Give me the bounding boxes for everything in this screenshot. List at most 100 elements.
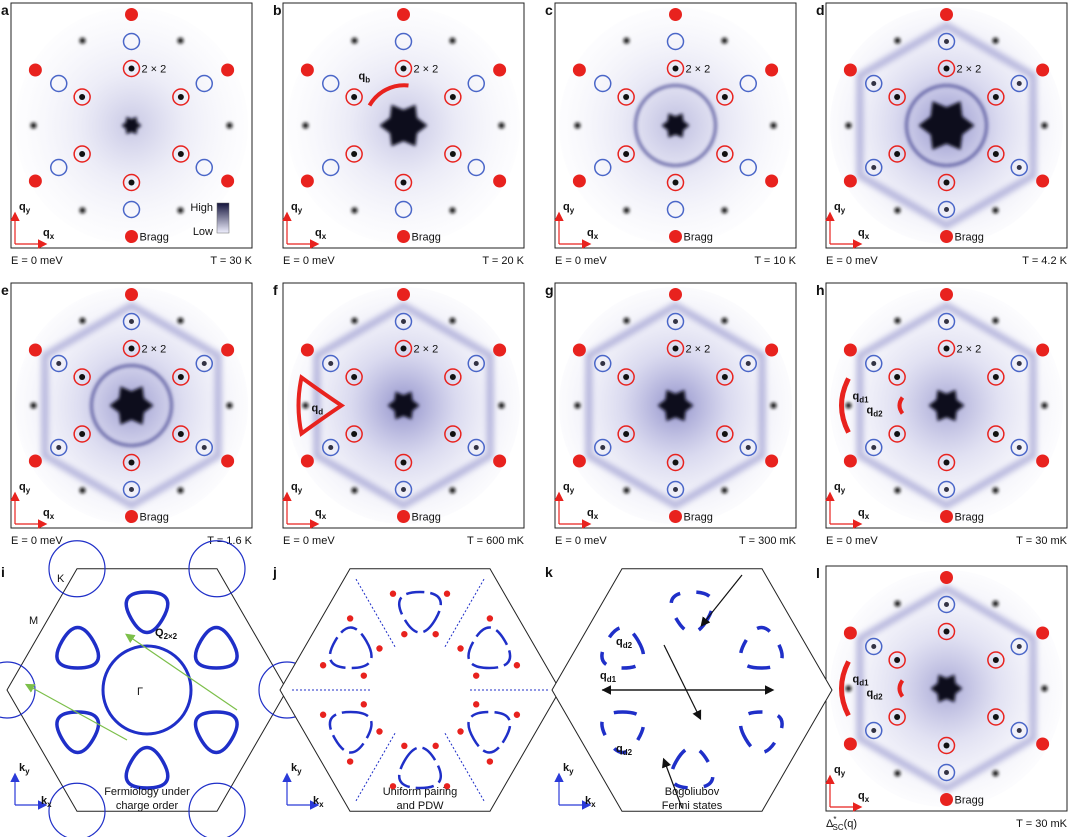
bragg-peak: [940, 8, 953, 21]
side-peak: [894, 207, 901, 214]
red-ring: [937, 339, 956, 358]
red-ring: [617, 425, 635, 443]
pdw-node: [376, 728, 383, 735]
blue-dot: [1016, 644, 1022, 649]
bragg-peak: [397, 230, 410, 243]
red-ring: [394, 173, 413, 192]
q-label: qd2: [616, 636, 633, 650]
fermi-pocket: [467, 710, 512, 754]
cdw-peak: [79, 151, 86, 157]
energy-label: E = 0 meV: [555, 255, 607, 267]
blue-dot: [745, 445, 751, 450]
label-part: q: [867, 688, 874, 700]
red-ring: [617, 88, 635, 106]
pdw-node: [432, 630, 439, 638]
qb-arc: [367, 83, 409, 107]
red-ring: [73, 425, 91, 443]
side-peak: [623, 37, 630, 44]
blue-ring: [1010, 354, 1028, 373]
pdw-node: [472, 672, 480, 679]
blue-dot: [871, 361, 877, 366]
label-part: d1: [859, 679, 869, 688]
red-ring: [444, 145, 462, 163]
pdw-link: [444, 578, 485, 647]
qd2-bracket: [897, 396, 905, 415]
red-ring: [122, 453, 141, 472]
bragg-peak: [843, 737, 857, 751]
cdw-peak: [79, 431, 86, 437]
bogoliubov-arc: [600, 710, 646, 755]
blue-ring: [50, 354, 68, 373]
pdw-node: [457, 728, 464, 735]
bragg-peak: [221, 174, 235, 188]
label-part: q: [291, 481, 298, 493]
blue-ring: [322, 74, 340, 93]
axis-label: kx: [585, 795, 596, 809]
label-part: d2: [873, 410, 883, 419]
blue-ring: [195, 74, 213, 93]
side-peak: [177, 317, 184, 324]
bragg-peak: [221, 454, 235, 468]
side-peak: [226, 122, 233, 129]
label-part: x: [865, 512, 870, 521]
bragg-peak: [1036, 63, 1050, 77]
label-part: q: [19, 201, 26, 213]
side-peak: [302, 402, 309, 409]
pdw-link: [444, 733, 485, 802]
center-peak: [918, 101, 975, 150]
side-peak: [894, 770, 901, 777]
blue-ring: [937, 32, 956, 51]
cdw-peak: [128, 345, 135, 352]
label-part: 2×2: [164, 632, 178, 641]
pdw-node: [443, 783, 451, 790]
pdw-node: [346, 615, 354, 622]
bragg-peak: [493, 343, 507, 357]
red-ring: [716, 425, 734, 443]
bragg-peak: [669, 510, 682, 523]
axis-label: qx: [858, 227, 870, 241]
bragg-peak: [940, 793, 953, 806]
red-ring: [987, 145, 1005, 163]
cdw-peak: [992, 151, 999, 157]
blue-ring: [937, 200, 956, 219]
bz-label: M: [29, 615, 38, 627]
blue-dot: [871, 165, 877, 170]
bragg-label: Bragg: [955, 232, 984, 244]
panel-letter: a: [1, 2, 9, 18]
red-ring: [345, 425, 363, 443]
label-part: q: [563, 201, 570, 213]
label-part: q: [858, 507, 865, 519]
red-ring: [716, 368, 734, 386]
label-part: b: [365, 76, 370, 85]
label-part: q: [858, 790, 865, 802]
colorbar-label: High: [190, 202, 213, 214]
axis-label: qy: [834, 764, 846, 778]
red-ring: [888, 651, 906, 669]
label-part: q: [587, 227, 594, 239]
bragg-label: Bragg: [684, 232, 713, 244]
qd1-bracket: [839, 377, 851, 434]
cdw-peak: [400, 65, 407, 72]
label-part: k: [291, 762, 298, 774]
label-part: k: [19, 762, 26, 774]
cdw-peak: [992, 431, 999, 437]
red-ring: [172, 145, 190, 163]
blue-dot: [944, 487, 949, 492]
pdw-node: [319, 662, 327, 669]
axis-label: qx: [858, 507, 870, 521]
bragg-peak: [493, 454, 507, 468]
cdw-peak: [943, 179, 950, 186]
blue-dot: [328, 361, 334, 366]
cdw-peak: [351, 94, 358, 100]
label-part: x: [319, 800, 324, 809]
bragg-peak: [669, 8, 682, 21]
label-part: d2: [623, 748, 633, 757]
q-vector: [24, 683, 128, 741]
label-part: q: [616, 636, 623, 648]
bragg-peak: [940, 571, 953, 584]
red-ring: [888, 88, 906, 106]
fermi-pocket: [193, 710, 239, 755]
label-part: q: [853, 391, 860, 403]
colorbar-label: Low: [193, 226, 213, 238]
bragg-peak: [843, 63, 857, 77]
